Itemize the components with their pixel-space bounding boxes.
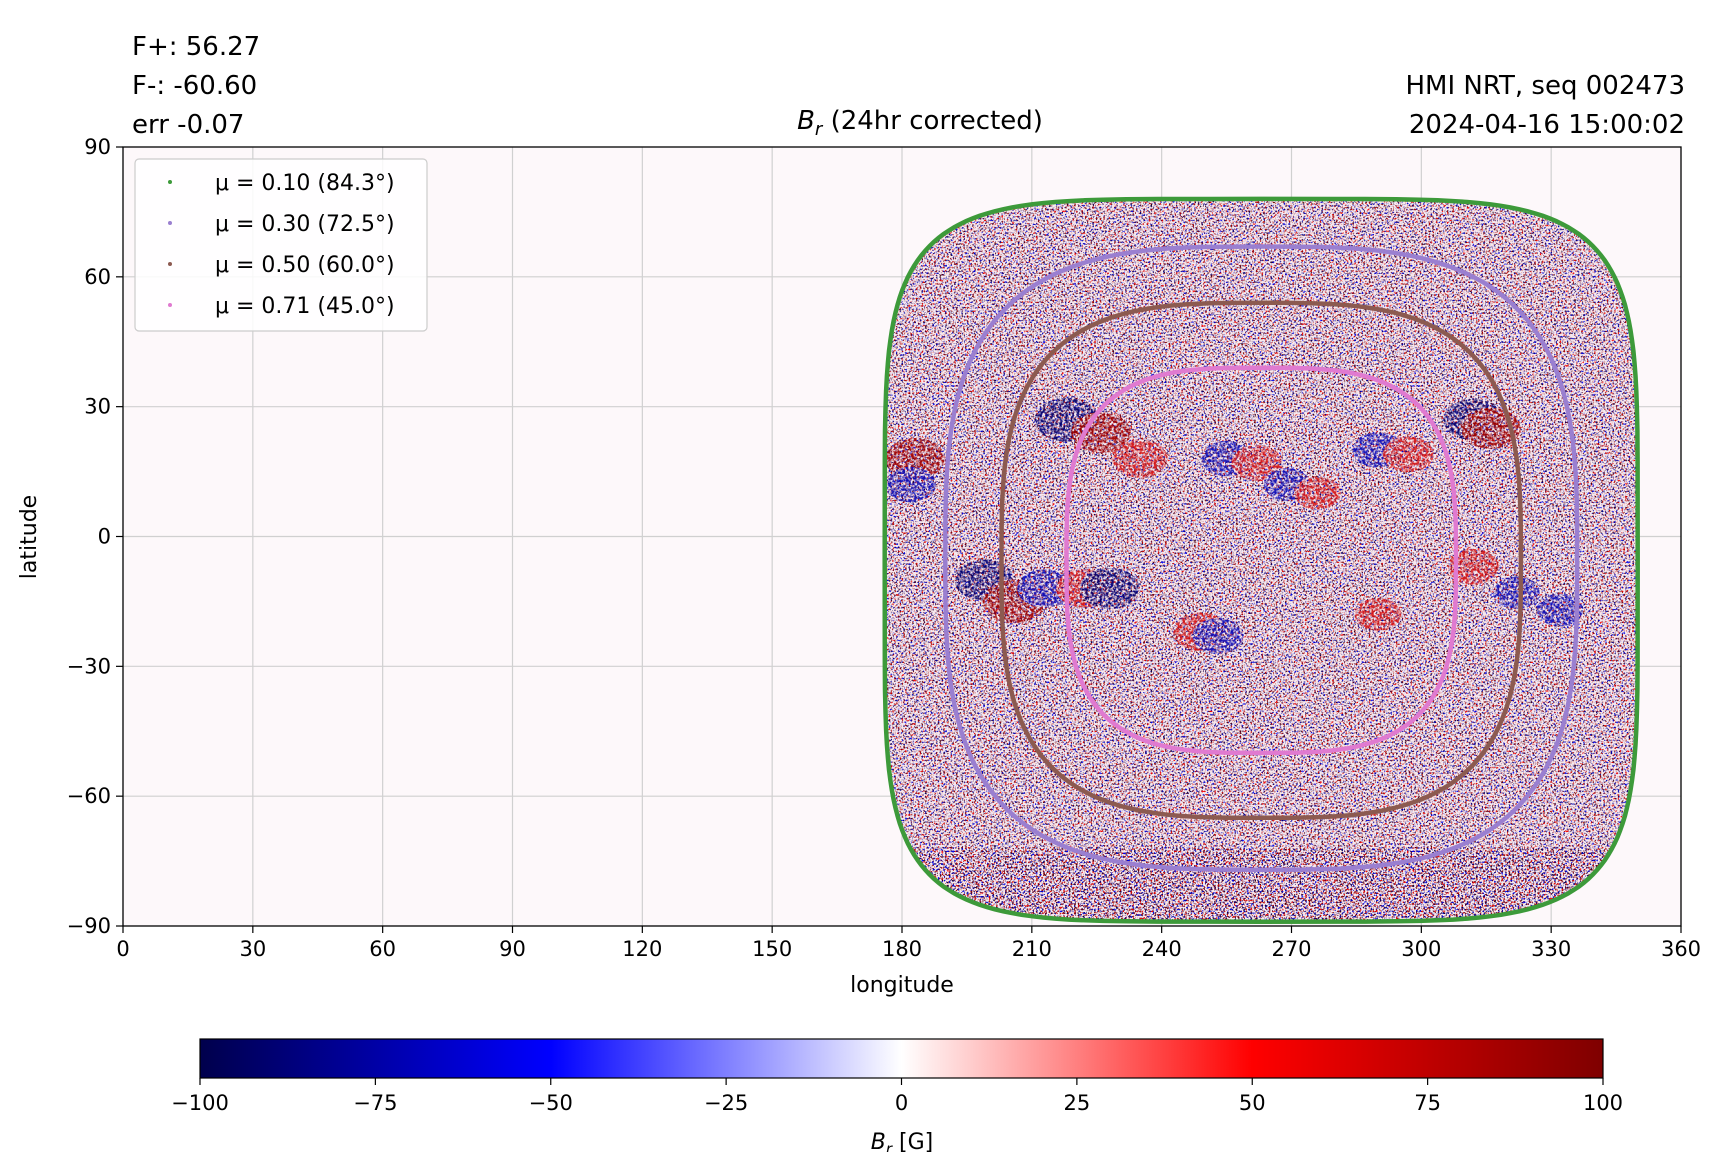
- colorbar: −100 −75 −50 −25 0 25 50 75 100 Br [G]: [171, 1038, 1623, 1152]
- y-tick-label: 60: [84, 265, 111, 289]
- x-tick-label: 240: [1142, 937, 1182, 961]
- x-tick-label: 300: [1401, 937, 1441, 961]
- mu-contour-line: [943, 244, 1580, 872]
- x-tick-label: 0: [116, 937, 129, 961]
- mu-contour-line: [882, 196, 1640, 924]
- y-axis-ticks: −90 −60 −30 0 30 60 90: [67, 135, 123, 938]
- legend-marker: [168, 262, 172, 266]
- legend-marker: [168, 303, 172, 307]
- active-region-negative: [1079, 567, 1140, 610]
- y-tick-label: 30: [84, 395, 111, 419]
- colorbar-tick-label: 50: [1239, 1091, 1266, 1115]
- active-region-negative: [1536, 593, 1584, 627]
- colorbar-tick-label: 25: [1064, 1091, 1091, 1115]
- y-tick-label: 0: [98, 525, 111, 549]
- legend-marker: [168, 180, 172, 184]
- x-axis-label: longitude: [850, 973, 954, 998]
- mu-contour-line: [1064, 365, 1459, 756]
- x-tick-label: 210: [1012, 937, 1052, 961]
- y-axis-label: latitude: [17, 495, 42, 579]
- y-tick-label: −30: [67, 654, 111, 678]
- legend: μ = 0.10 (84.3°) μ = 0.30 (72.5°) μ = 0.50…: [134, 158, 428, 332]
- active-region-negative: [1493, 576, 1540, 610]
- x-tick-label: 150: [752, 937, 792, 961]
- x-tick-label: 360: [1661, 937, 1701, 961]
- x-tick-label: 180: [882, 937, 922, 961]
- active-region-negative: [1192, 618, 1244, 654]
- x-tick-label: 270: [1271, 937, 1311, 961]
- x-axis-ticks: 0 30 60 90 120 150 180 210 240 270 300 330 360: [116, 926, 1701, 961]
- colorbar-tick-label: −25: [704, 1091, 748, 1115]
- legend-marker: [168, 221, 172, 225]
- flux-error-text: err -0.07: [132, 110, 245, 140]
- active-region-positive: [1071, 412, 1131, 454]
- x-tick-label: 60: [369, 937, 396, 961]
- active-region-positive: [1112, 439, 1168, 478]
- active-region-positive: [1354, 598, 1402, 631]
- solar-disk-map: [882, 196, 1640, 924]
- active-region-positive: [1294, 476, 1341, 510]
- mu-contours: [882, 196, 1640, 924]
- quiet-sun-mottling: [884, 198, 1638, 922]
- flux-minus-text: F-: -60.60: [132, 71, 258, 101]
- chart-title: Br (24hr corrected): [797, 106, 1043, 140]
- colorbar-ticks: −100 −75 −50 −25 0 25 50 75 100: [171, 1078, 1623, 1115]
- svg-text:Br (24hr corrected): Br (24hr corrected): [797, 106, 1043, 140]
- south-limb-noise-band: [884, 848, 1638, 922]
- legend-label: μ = 0.30 (72.5°): [215, 212, 395, 237]
- colorbar-tick-label: 100: [1583, 1091, 1623, 1115]
- x-tick-label: 330: [1531, 937, 1571, 961]
- x-tick-label: 30: [239, 937, 266, 961]
- legend-label: μ = 0.71 (45.0°): [215, 294, 395, 319]
- active-region-positive: [1460, 407, 1521, 449]
- legend-label: μ = 0.10 (84.3°): [215, 171, 395, 196]
- active-region-negative: [885, 466, 937, 503]
- colorbar-tick-label: −75: [353, 1091, 397, 1115]
- active-region-positive: [1447, 548, 1499, 585]
- y-tick-label: −60: [67, 784, 111, 808]
- colorbar-label: Br [G]: [871, 1130, 933, 1152]
- legend-label: μ = 0.50 (60.0°): [215, 253, 395, 278]
- y-tick-label: 90: [84, 135, 111, 159]
- timestamp-text: 2024-04-16 15:00:02: [1408, 110, 1685, 140]
- x-tick-label: 120: [622, 937, 662, 961]
- legend-frame: [134, 158, 428, 332]
- active-regions: [885, 397, 1584, 654]
- y-tick-label: −90: [67, 914, 111, 938]
- instrument-sequence-text: HMI NRT, seq 002473: [1405, 71, 1685, 101]
- active-region-positive: [1231, 445, 1283, 481]
- colorbar-gradient: [199, 1038, 1604, 1079]
- mu-contour-line: [999, 300, 1524, 821]
- flux-plus-text: F+: 56.27: [132, 32, 261, 62]
- colorbar-tick-label: −100: [171, 1091, 229, 1115]
- colorbar-tick-label: −50: [529, 1091, 573, 1115]
- active-region-positive: [1382, 436, 1434, 473]
- colorbar-tick-label: 0: [895, 1091, 908, 1115]
- x-tick-label: 90: [499, 937, 526, 961]
- colorbar-tick-label: 75: [1414, 1091, 1441, 1115]
- active-region-negative: [1017, 569, 1073, 608]
